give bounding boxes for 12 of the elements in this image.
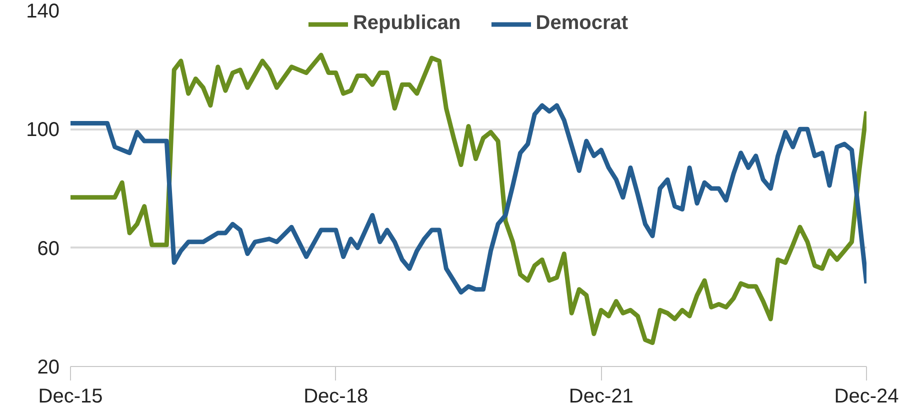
x-tick-label: Dec-15 xyxy=(38,386,103,408)
y-tick-label: 140 xyxy=(26,0,60,22)
x-tick-label: Dec-18 xyxy=(304,386,368,408)
legend-label: Democrat xyxy=(536,12,628,35)
x-tick-label: Dec-24 xyxy=(834,386,899,408)
x-tick-label: Dec-21 xyxy=(568,386,634,408)
y-tick-label: 60 xyxy=(37,238,60,260)
line-series xyxy=(70,103,866,295)
y-tick-label: 20 xyxy=(37,356,60,378)
legend-label: Republican xyxy=(352,12,461,35)
y-tick-label: 100 xyxy=(26,119,60,142)
line-series xyxy=(70,52,866,346)
